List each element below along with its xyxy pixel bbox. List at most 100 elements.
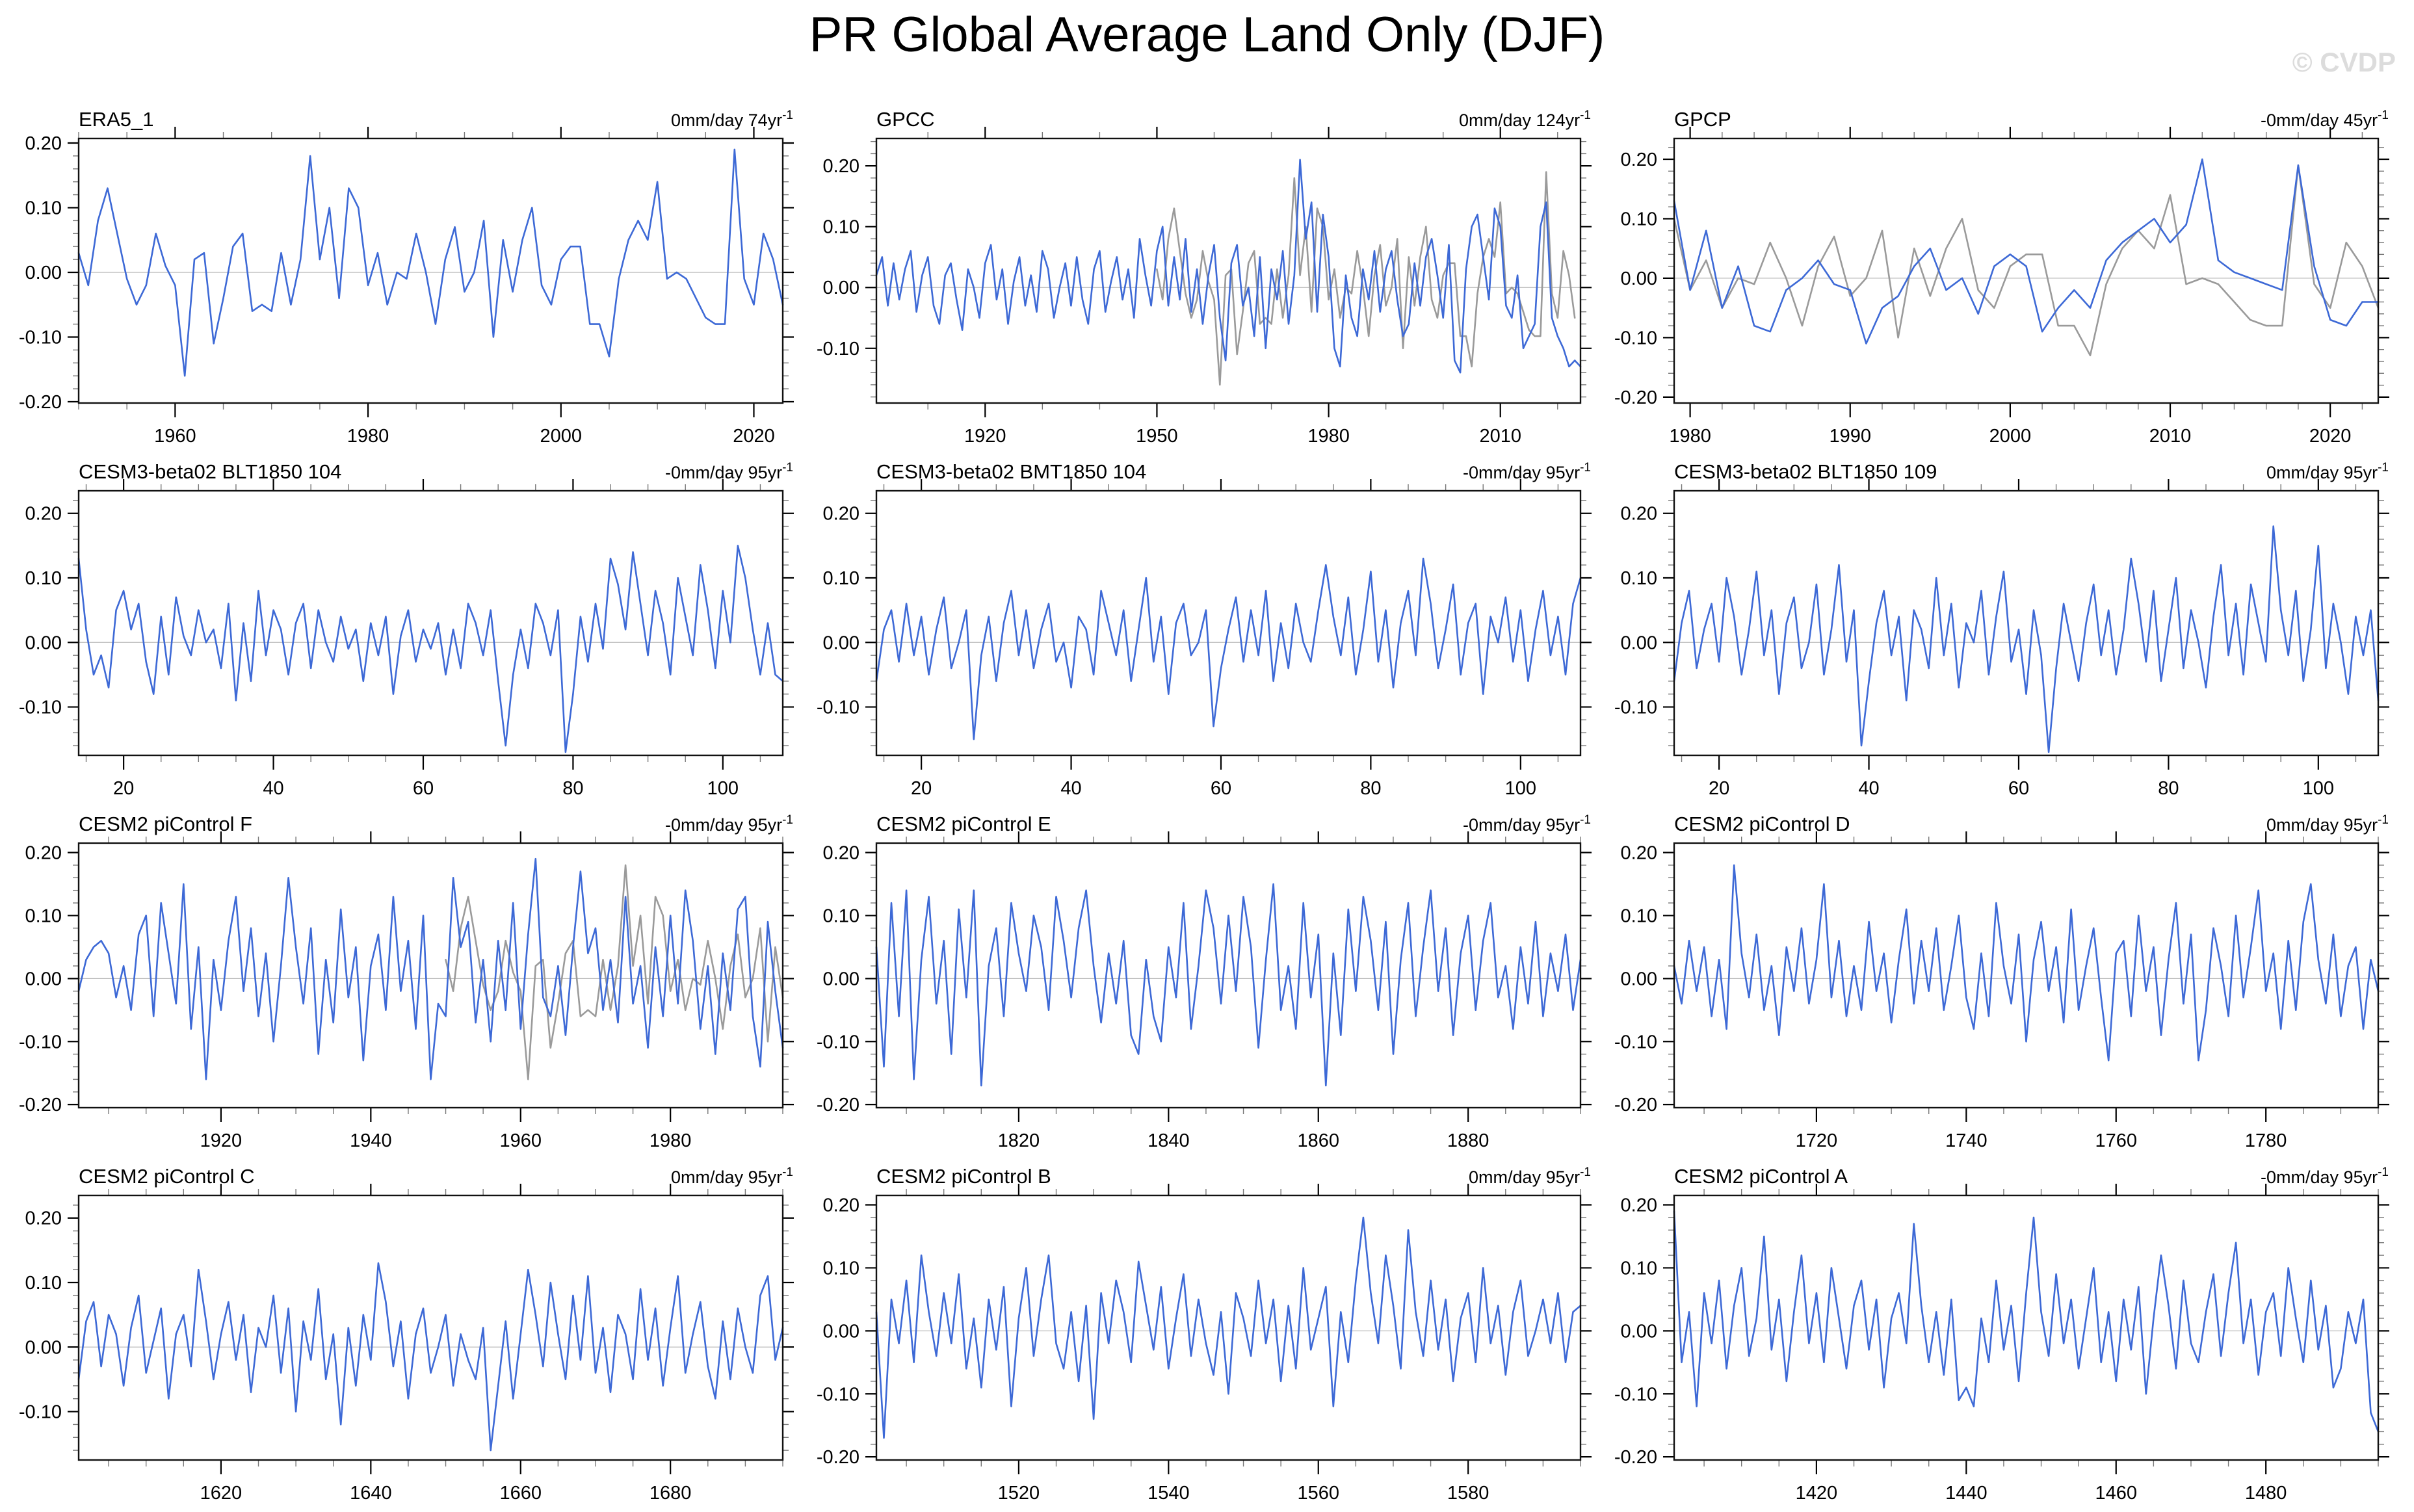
y-tick-label: 0.20 <box>25 133 62 154</box>
x-tick-label: 1540 <box>1148 1483 1190 1504</box>
x-tick-label: 1880 <box>1447 1130 1489 1151</box>
panel-picontrol_b: 0.20 0.10 0.00 -0.10 -0.20 1520 1540 1560 1580 CE… <box>817 1165 1592 1504</box>
y-tick-label: 0.20 <box>25 843 62 864</box>
trend-exponent: -1 <box>2378 1166 2389 1179</box>
panel-trend-label: 0mm/day 124yr-1 <box>1459 109 1591 130</box>
panel-trend-label: 0mm/day 95yr-1 <box>2266 461 2389 482</box>
panel-trend-label: 0mm/day 95yr-1 <box>1469 1166 1591 1187</box>
panel-picontrol_a: 0.20 0.10 0.00 -0.10 -0.20 1420 1440 1460 1480 CE… <box>1614 1165 2389 1504</box>
panel-trend-label: -0mm/day 95yr-1 <box>1463 813 1591 835</box>
y-tick-label: 0.00 <box>25 632 62 653</box>
axis-ticks <box>68 831 794 1122</box>
trend-exponent: -1 <box>782 109 793 122</box>
x-tick-label: 1980 <box>1307 426 1350 447</box>
y-tick-label: 0.00 <box>823 278 859 298</box>
trend-exponent: -1 <box>1580 109 1591 122</box>
y-tick-label: 0.20 <box>1621 150 1657 170</box>
plot-frame <box>1673 489 2380 757</box>
panel-title: CESM3-beta02 BLT1850 104 <box>79 460 341 483</box>
panel-title: CESM2 piControl B <box>876 1165 1051 1188</box>
series-line-cesm2-picontrol-f <box>77 857 784 1080</box>
y-tick-label: 0.20 <box>1621 1195 1657 1216</box>
x-tick-label: 60 <box>2008 778 2029 799</box>
x-tick-label: 1980 <box>1669 426 1711 447</box>
x-tick-label: 1460 <box>2095 1483 2137 1504</box>
x-tick-label: 1760 <box>2095 1130 2137 1151</box>
plot-frame <box>875 842 1582 1109</box>
panel-title: CESM2 piControl C <box>79 1165 254 1188</box>
x-tick-label: 1580 <box>1447 1483 1489 1504</box>
x-tick-label: 40 <box>1858 778 1879 799</box>
y-tick-label: 0.00 <box>1621 969 1657 989</box>
y-tick-label: -0.10 <box>1614 1384 1657 1405</box>
y-tick-label: -0.10 <box>817 1032 859 1052</box>
y-tick-label: 0.10 <box>25 1273 62 1294</box>
x-tick-label: 1820 <box>998 1130 1040 1151</box>
y-tick-label: -0.10 <box>817 339 859 359</box>
series-line-era5_1 <box>77 148 784 377</box>
axis-tick-labels: 0.20 0.10 0.00 -0.10 -0.20 1920 1940 1960 1980 <box>19 843 692 1151</box>
y-tick-label: 0.10 <box>25 568 62 589</box>
x-tick-label: 1440 <box>1945 1483 1988 1504</box>
x-tick-label: 20 <box>911 778 932 799</box>
y-tick-label: -0.20 <box>19 392 62 413</box>
panel-picontrol_e: 0.20 0.10 0.00 -0.10 -0.20 1820 1840 1860 1880 CE… <box>817 813 1592 1151</box>
panel-trend-label: 0mm/day 74yr-1 <box>671 109 793 130</box>
panel-blt1850_104: 0.20 0.10 0.00 -0.10 20 40 60 80 100 CESM3-beta02… <box>19 460 794 799</box>
trend-exponent: -1 <box>782 461 793 475</box>
x-tick-label: 2000 <box>1989 426 2032 447</box>
y-tick-label: -0.10 <box>19 1402 62 1423</box>
y-tick-label: 0.00 <box>25 1337 62 1358</box>
y-tick-label: 0.10 <box>25 198 62 218</box>
y-tick-label: 0.10 <box>823 1258 859 1279</box>
x-tick-label: 1860 <box>1297 1130 1339 1151</box>
axis-ticks <box>865 127 1592 417</box>
x-tick-label: 40 <box>1060 778 1081 799</box>
y-tick-label: 0.10 <box>1621 906 1657 926</box>
x-tick-label: 1660 <box>499 1483 542 1504</box>
panel-title: CESM2 piControl E <box>876 813 1051 835</box>
y-tick-label: 0.20 <box>1621 504 1657 525</box>
panel-trend-label: -0mm/day 45yr-1 <box>2261 109 2389 130</box>
y-tick-label: -0.10 <box>19 327 62 348</box>
y-tick-label: 0.10 <box>823 568 859 589</box>
series-line-gpcc <box>875 159 1582 374</box>
plot-frame <box>1673 137 2380 404</box>
y-tick-label: -0.20 <box>817 1095 859 1115</box>
panel-title: CESM2 piControl A <box>1674 1165 1848 1188</box>
x-tick-label: 100 <box>2303 778 2334 799</box>
plot-frame <box>875 489 1582 757</box>
y-tick-label: 0.20 <box>823 843 859 864</box>
panel-era5_1: 0.20 0.10 0.00 -0.10 -0.20 1960 1980 2000 2020 ER… <box>19 108 794 447</box>
axis-tick-labels: 0.20 0.10 0.00 -0.10 1620 1640 1660 1680 <box>19 1208 692 1504</box>
panel-blt1850_109: 0.20 0.10 0.00 -0.10 20 40 60 80 100 CESM3-beta02… <box>1614 460 2389 799</box>
y-tick-label: 0.00 <box>823 1321 859 1342</box>
axis-tick-labels: 0.20 0.10 0.00 -0.10 -0.20 1720 1740 1760 1780 <box>1614 843 2287 1151</box>
y-tick-label: 0.20 <box>25 504 62 525</box>
axis-tick-labels: 0.20 0.10 0.00 -0.10 -0.20 1520 1540 1560 1580 <box>817 1195 1489 1504</box>
trend-exponent: -1 <box>2378 813 2389 827</box>
y-tick-label: -0.10 <box>1614 697 1657 718</box>
plot-frame <box>1673 1194 2380 1461</box>
plot-frame <box>77 842 784 1109</box>
trend-exponent: -1 <box>782 1166 793 1179</box>
plot-frame <box>77 1194 784 1461</box>
plot-frame <box>875 137 1582 404</box>
y-tick-label: 0.10 <box>25 906 62 926</box>
y-tick-label: 0.00 <box>823 969 859 989</box>
axis-ticks <box>1663 1184 2389 1474</box>
panel-title: CESM3-beta02 BLT1850 109 <box>1674 460 1937 483</box>
axis-tick-labels: 0.20 0.10 0.00 -0.10 20 40 60 80 100 <box>817 504 1536 799</box>
x-tick-label: 1480 <box>2245 1483 2287 1504</box>
panel-gpcc: 0.20 0.10 0.00 -0.10 1920 1950 1980 2010 GPCC 0mm… <box>817 108 1592 447</box>
panel-picontrol_f: 0.20 0.10 0.00 -0.10 -0.20 1920 1940 1960 1980 CE… <box>19 813 794 1151</box>
x-tick-label: 1950 <box>1136 426 1178 447</box>
y-tick-label: 0.20 <box>823 504 859 525</box>
x-tick-label: 1680 <box>649 1483 692 1504</box>
y-tick-label: 0.10 <box>1621 568 1657 589</box>
axis-ticks <box>865 1184 1592 1474</box>
plot-frame <box>1673 842 2380 1109</box>
axis-tick-labels: 0.20 0.10 0.00 -0.10 -0.20 1980 1990 2000 2010 20… <box>1614 150 2352 447</box>
y-tick-label: 0.00 <box>823 632 859 653</box>
